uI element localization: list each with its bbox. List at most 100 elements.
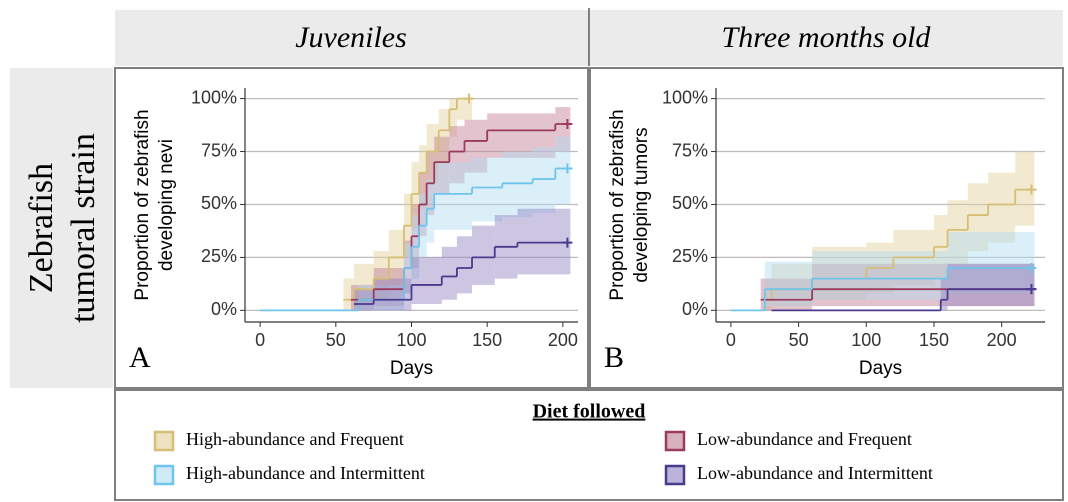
y-tick-label: 25%: [201, 246, 237, 266]
y-tick-label: 100%: [191, 87, 237, 107]
ci-band: [532, 147, 556, 213]
y-axis-label: Proportion of zebrafish: [607, 109, 628, 300]
y-tick-label: 0%: [682, 299, 708, 319]
panel-label: B: [604, 341, 624, 374]
ci-band: [502, 151, 533, 218]
y-tick-label: 75%: [672, 140, 708, 160]
censor-mark: [562, 237, 573, 248]
ci-band: [438, 109, 450, 163]
y-tick-label: 50%: [672, 193, 708, 213]
ci-band: [426, 124, 439, 184]
y-axis-label: Proportion of zebrafish: [132, 109, 153, 300]
ci-band: [487, 113, 556, 158]
x-tick-label: 0: [726, 330, 736, 350]
ci-band: [441, 246, 457, 300]
ci-band: [343, 278, 354, 311]
panel-border: [589, 67, 1064, 389]
ci-band: [555, 136, 568, 205]
ci-band: [426, 179, 435, 243]
censor-mark: [1026, 184, 1037, 195]
x-axis-label: Days: [859, 358, 902, 379]
ci-band: [403, 240, 412, 294]
ci-band: [472, 225, 495, 285]
censor-mark: [562, 119, 573, 129]
x-tick-label: 100: [851, 330, 881, 350]
ci-band: [947, 232, 1032, 294]
legend-swatch: [153, 464, 175, 486]
ci-band: [373, 251, 389, 300]
ci-band: [988, 172, 1016, 243]
legend-label: High-abundance and Intermittent: [186, 463, 425, 483]
strip-bg: [590, 10, 1063, 66]
ci-band: [456, 236, 473, 294]
ci-band: [947, 200, 968, 264]
legend-label: Low-abundance and Intermittent: [697, 463, 933, 483]
ci-band: [434, 162, 473, 230]
censor-mark: [1026, 263, 1037, 273]
ci-band: [967, 183, 989, 252]
ci-band: [373, 278, 412, 311]
x-tick-label: 50: [789, 330, 809, 350]
row-strip: Zebrafish: [23, 163, 60, 293]
ci-band: [555, 107, 568, 152]
ci-band: [567, 107, 571, 152]
y-tick-label: 100%: [662, 87, 708, 107]
x-tick-label: 200: [987, 330, 1017, 350]
ci-band: [449, 98, 457, 137]
ci-band: [472, 157, 503, 222]
strip-bg: [115, 10, 588, 66]
x-tick-label: 50: [326, 330, 346, 350]
ci-band: [419, 145, 427, 209]
ci-band: [1031, 263, 1035, 307]
legend-border: [114, 389, 1064, 501]
x-tick-label: 150: [472, 330, 502, 350]
column-strip: Three months old: [722, 21, 932, 54]
ci-band: [456, 98, 470, 120]
ci-band: [411, 162, 420, 230]
ci-band: [567, 136, 571, 205]
legend-label: High-abundance and Frequent: [186, 429, 404, 449]
ci-band: [1031, 232, 1035, 294]
ci-band: [469, 98, 473, 120]
ci-band: [812, 246, 867, 300]
x-tick-label: 150: [919, 330, 949, 350]
strip-bg: [10, 68, 113, 388]
y-tick-label: 50%: [201, 193, 237, 213]
row-strip: tumoral strain: [65, 133, 102, 323]
ci-band: [812, 263, 1032, 307]
y-axis-label: developing tumors: [631, 127, 652, 282]
y-tick-label: 0%: [211, 299, 237, 319]
ci-band: [353, 263, 374, 307]
ci-band: [411, 257, 442, 304]
ci-band: [764, 278, 772, 311]
ci-band: [1031, 151, 1035, 226]
legend-title: Diet followed: [533, 401, 646, 423]
ci-band: [947, 263, 1032, 307]
y-axis-label: developing nevi: [156, 139, 177, 271]
y-tick-label: 25%: [672, 246, 708, 266]
ci-band: [464, 119, 488, 173]
panel-border: [114, 67, 589, 389]
legend-swatch: [664, 430, 686, 452]
censor-mark: [562, 163, 573, 174]
ci-band: [1015, 151, 1032, 226]
ci-band: [812, 251, 867, 300]
ci-band: [517, 208, 568, 275]
ci-band: [449, 126, 465, 184]
censor-mark: [1026, 284, 1037, 295]
x-axis-label: Days: [390, 358, 433, 379]
legend-swatch: [153, 430, 175, 452]
ci-band: [1031, 263, 1035, 307]
ci-band: [940, 278, 948, 311]
legend-swatch: [664, 464, 686, 486]
x-tick-label: 200: [548, 330, 578, 350]
x-tick-label: 100: [396, 330, 426, 350]
x-tick-label: 0: [255, 330, 265, 350]
ci-band: [760, 278, 813, 311]
censor-mark: [464, 93, 475, 104]
legend-label: Low-abundance and Frequent: [697, 429, 912, 449]
ci-band: [764, 261, 813, 307]
ci-band: [866, 251, 948, 300]
ci-band: [567, 208, 571, 275]
